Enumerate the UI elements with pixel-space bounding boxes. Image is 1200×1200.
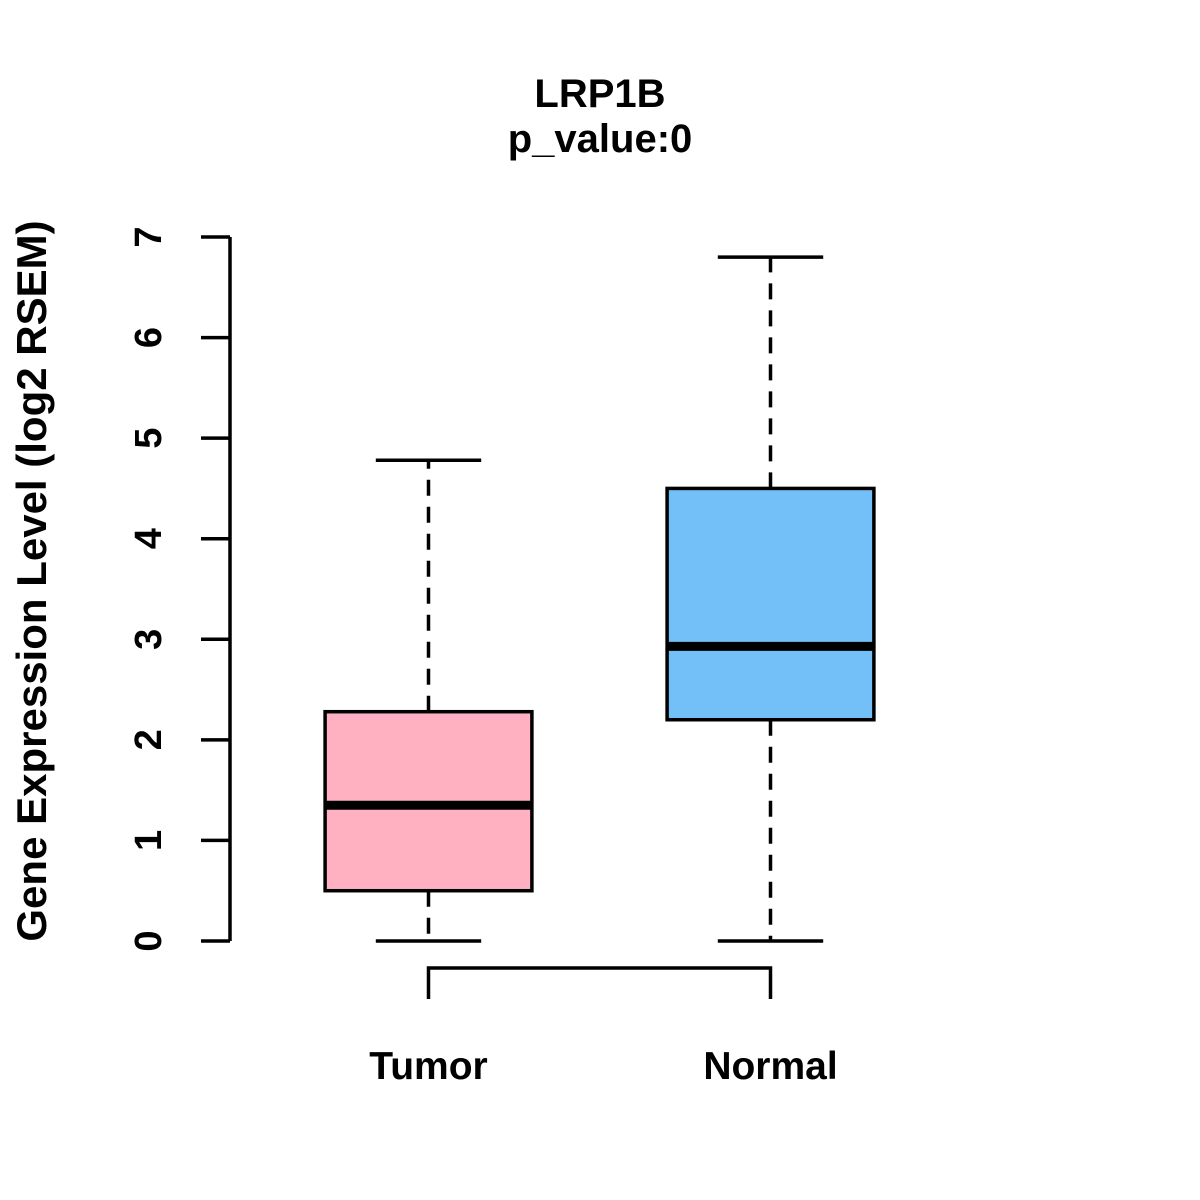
y-axis-tick-label: 4 <box>128 528 170 549</box>
y-axis-tick-label: 6 <box>128 327 170 348</box>
normal-box <box>665 486 876 722</box>
y-axis-tick-label: 1 <box>128 830 170 851</box>
y-axis-tick-label: 0 <box>128 930 170 951</box>
x-tick-label-normal: Normal <box>703 1045 838 1088</box>
y-axis-tick-label: 2 <box>128 729 170 750</box>
y-axis-tick-label: 3 <box>128 629 170 650</box>
chart-title: LRP1B <box>534 72 666 116</box>
x-axis-bracket <box>426 966 773 999</box>
chart-subtitle: p_value:0 <box>507 117 693 161</box>
x-tick-label-tumor: Tumor <box>369 1045 488 1088</box>
y-axis-tick-label: 5 <box>128 428 170 449</box>
y-axis-tick-label: 7 <box>128 226 170 247</box>
